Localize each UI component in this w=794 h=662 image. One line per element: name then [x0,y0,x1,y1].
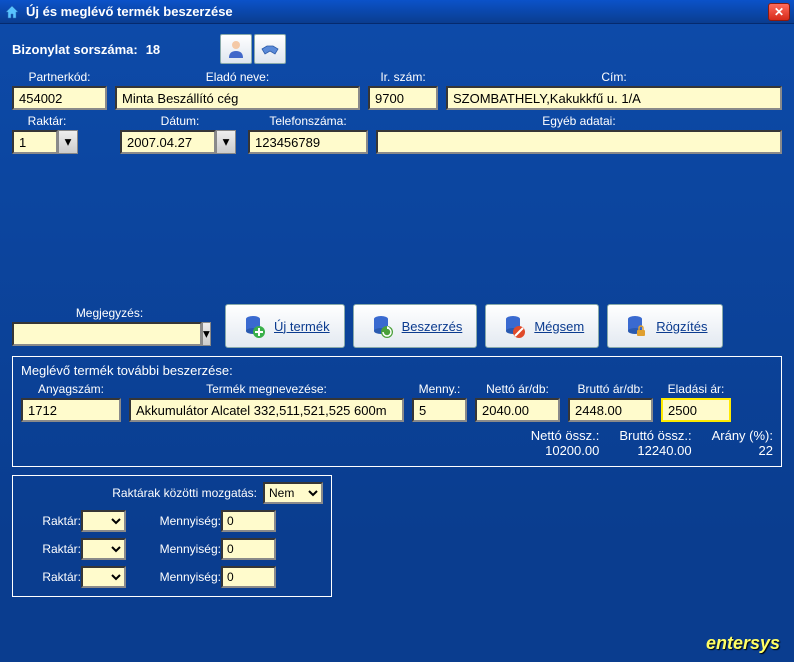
mv-warehouse-select-3[interactable] [81,566,126,588]
movement-title-label: Raktárak közötti mozgatás: [21,486,257,500]
gross-total-label: Bruttó össz.: [619,428,691,443]
movement-select[interactable]: Nem [263,482,323,504]
seller-name-label: Eladó neve: [115,70,360,84]
mv-warehouse-select-1[interactable] [81,510,126,532]
note-dropdown-btn[interactable]: ▾ [202,322,211,346]
person-icon-button[interactable] [220,34,252,64]
address-label: Cím: [446,70,782,84]
date-input[interactable] [120,130,216,154]
warehouse-dropdown-btn[interactable]: ▾ [58,130,78,154]
qty-input[interactable] [412,398,467,422]
net-total-value: 10200.00 [531,443,600,458]
date-dropdown-btn[interactable]: ▾ [216,130,236,154]
ratio-value: 22 [712,443,773,458]
handshake-icon-button[interactable] [254,34,286,64]
mv-qty-input-2[interactable] [221,538,276,560]
note-input[interactable] [12,322,202,346]
zip-label: Ir. szám: [368,70,438,84]
mv-warehouse-select-2[interactable] [81,538,126,560]
existing-product-panel: Meglévő termék további beszerzése: Anyag… [12,356,782,467]
other-label: Egyéb adatai: [376,114,782,128]
save-label: Rögzítés [656,319,707,334]
warehouse-label: Raktár: [12,114,82,128]
procurement-button[interactable]: Beszerzés [353,304,478,348]
doc-header: Bizonylat sorszáma: 18 [12,34,782,64]
main-window: Új és meglévő termék beszerzése ✕ Bizony… [0,0,794,662]
material-no-input[interactable] [21,398,121,422]
movement-panel: Raktárak közötti mozgatás: Nem Raktár: M… [12,475,332,597]
partner-code-label: Partnerkód: [12,70,107,84]
note-label: Megjegyzés: [12,306,207,320]
product-name-input[interactable] [129,398,404,422]
brand-label: entersys [706,633,780,654]
cancel-label: Mégsem [534,319,584,334]
partner-code-input[interactable] [12,86,107,110]
other-input[interactable] [376,130,782,154]
net-unit-input[interactable] [475,398,560,422]
sell-price-label: Eladási ár: [661,382,731,396]
existing-panel-title: Meglévő termék további beszerzése: [21,363,773,378]
mv-warehouse-label-2: Raktár: [21,542,81,556]
mv-qty-label-1: Mennyiség: [126,514,221,528]
new-product-button[interactable]: Új termék [225,304,345,348]
action-row: Megjegyzés: ▾ Új termék Beszerzés [12,304,782,348]
close-button[interactable]: ✕ [768,3,790,21]
sell-price-input[interactable] [661,398,731,422]
procurement-label: Beszerzés [402,319,463,334]
cancel-button[interactable]: Mégsem [485,304,599,348]
phone-input[interactable] [248,130,368,154]
doc-number-value: 18 [146,42,160,57]
mv-qty-input-3[interactable] [221,566,276,588]
barrel-refresh-icon [368,313,394,339]
mv-qty-input-1[interactable] [221,510,276,532]
window-title: Új és meglévő termék beszerzése [26,4,233,19]
warehouse-select[interactable] [12,130,58,154]
mv-warehouse-label-3: Raktár: [21,570,81,584]
net-total-label: Nettó össz.: [531,428,600,443]
barrel-plus-icon [240,313,266,339]
phone-label: Telefonszáma: [248,114,368,128]
address-input[interactable] [446,86,782,110]
mv-qty-label-3: Mennyiség: [126,570,221,584]
new-product-label: Új termék [274,319,330,334]
doc-number-label: Bizonylat sorszáma: [12,42,138,57]
mv-qty-label-2: Mennyiség: [126,542,221,556]
barrel-lock-icon [622,313,648,339]
home-icon [4,4,20,20]
save-button[interactable]: Rögzítés [607,304,722,348]
titlebar: Új és meglévő termék beszerzése ✕ [0,0,794,24]
date-label: Dátum: [120,114,240,128]
zip-input[interactable] [368,86,438,110]
net-unit-label: Nettó ár/db: [475,382,560,396]
summary-row: Nettó össz.: 10200.00 Bruttó össz.: 1224… [21,428,773,458]
body-area: Bizonylat sorszáma: 18 Partnerkód: Eladó… [0,24,794,662]
seller-name-input[interactable] [115,86,360,110]
gross-unit-label: Bruttó ár/db: [568,382,653,396]
close-icon: ✕ [774,5,784,19]
gross-unit-input[interactable] [568,398,653,422]
gross-total-value: 12240.00 [619,443,691,458]
qty-label: Menny.: [412,382,467,396]
product-name-label: Termék megnevezése: [129,382,404,396]
material-no-label: Anyagszám: [21,382,121,396]
mv-warehouse-label-1: Raktár: [21,514,81,528]
barrel-forbid-icon [500,313,526,339]
ratio-label: Arány (%): [712,428,773,443]
